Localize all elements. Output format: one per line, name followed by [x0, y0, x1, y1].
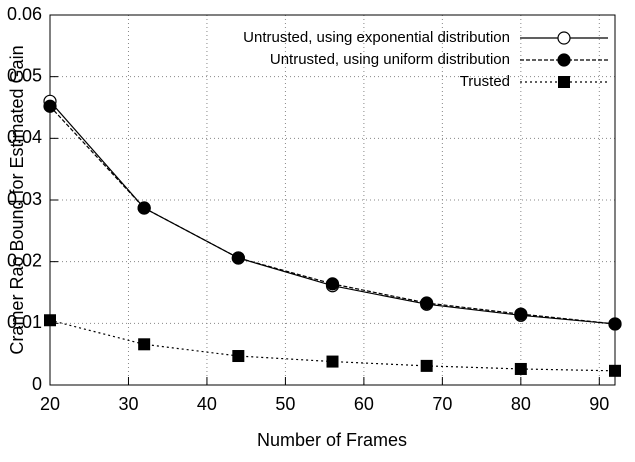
- x-axis-label: Number of Frames: [257, 430, 407, 450]
- marker: [138, 338, 151, 351]
- y-tick-label: 0: [32, 374, 42, 394]
- marker: [608, 317, 622, 331]
- marker: [326, 355, 339, 368]
- marker: [325, 277, 340, 291]
- x-tick-label: 70: [432, 394, 452, 414]
- x-tick-label: 40: [197, 394, 217, 414]
- y-axis-label: Cramer Rao Bound for Estimated Gain: [7, 45, 27, 354]
- legend-label: Trusted: [460, 73, 510, 90]
- y-tick-label: 0.06: [7, 4, 42, 24]
- plot-frame: [49, 14, 616, 386]
- marker: [232, 350, 245, 363]
- marker: [514, 362, 527, 375]
- y-tick-label: 0.02: [7, 250, 42, 270]
- x-tick-label: 50: [275, 394, 295, 414]
- x-tick-label: 30: [118, 394, 138, 414]
- x-tick-label: 60: [354, 394, 374, 414]
- legend-label: Untrusted, using exponential distributio…: [243, 29, 510, 46]
- marker: [137, 201, 151, 215]
- x-tick-label: 80: [511, 394, 531, 414]
- marker: [557, 53, 571, 67]
- y-tick-label: 0.04: [7, 127, 42, 147]
- y-tick-label: 0.05: [7, 65, 42, 85]
- y-tick-label: 0.03: [7, 189, 42, 209]
- marker: [420, 359, 433, 372]
- marker: [44, 314, 56, 327]
- marker: [43, 99, 57, 113]
- marker: [420, 296, 434, 310]
- x-tick-label: 20: [40, 394, 60, 414]
- marker: [231, 251, 245, 265]
- y-tick-label: 0.01: [7, 312, 42, 332]
- marker: [558, 76, 570, 88]
- marker: [557, 31, 571, 45]
- marker: [609, 364, 621, 377]
- marker: [514, 307, 528, 321]
- legend-label: Untrusted, using uniform distribution: [270, 51, 510, 68]
- x-tick-label: 90: [589, 394, 609, 414]
